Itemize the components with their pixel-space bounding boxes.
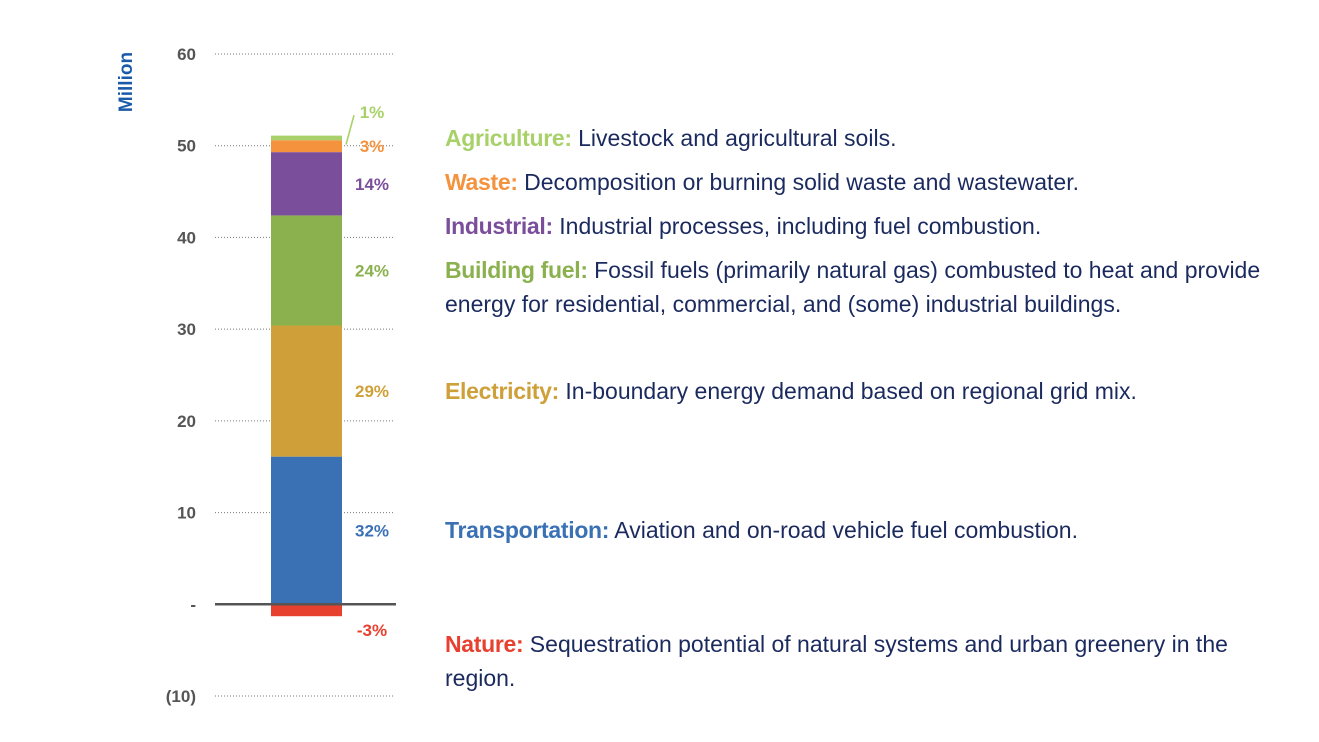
- bar-segment-agriculture: [271, 135, 342, 141]
- percent-label-building-fuel: 24%: [355, 261, 389, 280]
- bar-segment-electricity: [271, 325, 342, 457]
- legend-category: Waste:: [445, 168, 518, 195]
- percent-label-electricity: 29%: [355, 382, 389, 401]
- legend-description: Livestock and agricultural soils.: [571, 124, 897, 151]
- bar-segment-industrial: [271, 152, 342, 216]
- legend-item-nature: Nature: Sequestration potential of natur…: [445, 627, 1285, 695]
- tick-label: 40: [177, 228, 196, 247]
- y-axis-label: Million: [116, 52, 137, 112]
- legend-item-agriculture: Agriculture: Livestock and agricultural …: [445, 121, 1285, 155]
- legend-category: Electricity:: [445, 378, 560, 405]
- legend-item-electricity: Electricity: In-boundary energy demand b…: [445, 374, 1285, 408]
- leader-line: [345, 114, 355, 145]
- bar-segments: [271, 135, 342, 617]
- legend-description: In-boundary energy demand based on regio…: [559, 378, 1137, 405]
- legend-description: Aviation and on-road vehicle fuel combus…: [609, 517, 1078, 544]
- legend-description: Fossil fuels (primarily natural gas) com…: [445, 257, 1261, 318]
- legend-item-waste: Waste: Decomposition or burning solid wa…: [445, 165, 1285, 199]
- percent-label-industrial: 14%: [355, 175, 389, 194]
- legend-category: Industrial:: [445, 212, 553, 239]
- tick-label: 20: [177, 412, 196, 431]
- legend-category: Building fuel:: [445, 257, 588, 284]
- legend-item-transportation: Transportation: Aviation and on-road veh…: [445, 513, 1285, 547]
- legend-description: Decomposition or burning solid waste and…: [517, 168, 1079, 195]
- legend-category: Transportation:: [445, 517, 610, 544]
- legend-category: Nature:: [445, 631, 524, 658]
- legend-category: Agriculture:: [445, 124, 572, 151]
- legend-description: Industrial processes, including fuel com…: [552, 212, 1042, 239]
- bar-segment-transportation: [271, 456, 342, 605]
- percent-label-agriculture: 1%: [360, 103, 385, 122]
- legend-item-industrial: Industrial: Industrial processes, includ…: [445, 209, 1285, 243]
- tick-label: 30: [177, 320, 196, 339]
- y-tick-labels: 60 50 40 30 20 10 - (10): [166, 45, 196, 706]
- tick-label: 60: [177, 45, 196, 64]
- bar-segment-waste: [271, 140, 342, 153]
- bar-segment-nature: [271, 604, 342, 617]
- percent-labels: -3% 32% 29% 24% 14% 3% 1%: [345, 103, 389, 640]
- percent-label-transportation: 32%: [355, 521, 389, 540]
- tick-label: 10: [177, 504, 196, 523]
- bar-segment-building-fuel: [271, 215, 342, 326]
- percent-label-waste: 3%: [360, 137, 385, 156]
- legend-item-building-fuel: Building fuel: Fossil fuels (primarily n…: [445, 253, 1285, 321]
- tick-label: 50: [177, 137, 196, 156]
- tick-label: -: [190, 595, 196, 614]
- percent-label-nature: -3%: [357, 621, 387, 640]
- tick-label: (10): [166, 687, 196, 706]
- legend-description: Sequestration potential of natural syste…: [445, 631, 1228, 692]
